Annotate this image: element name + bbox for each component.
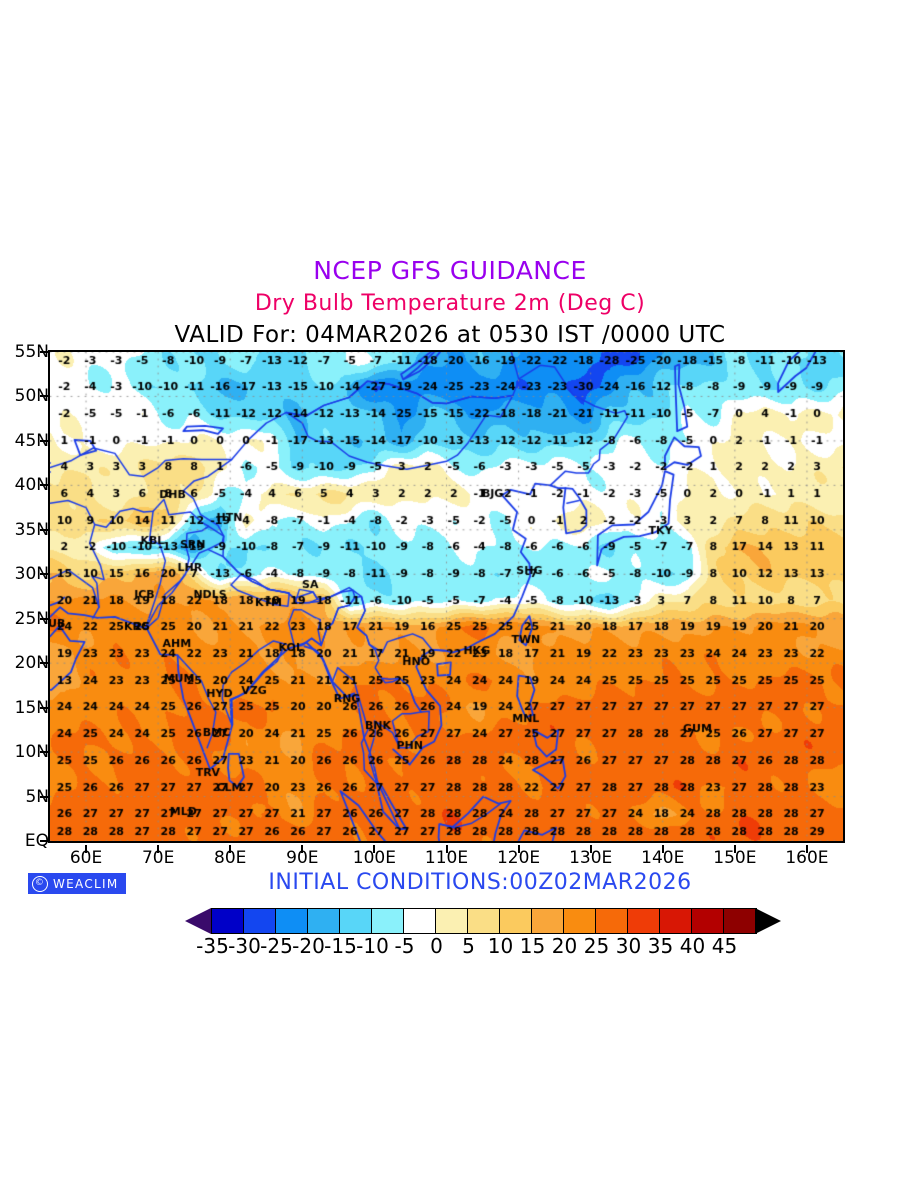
colorbar-tick-label: 25 bbox=[583, 934, 610, 958]
longitude-tick bbox=[661, 845, 664, 853]
longitude-tick bbox=[589, 845, 592, 853]
colorbar-cell bbox=[372, 909, 404, 933]
colorbar-cell bbox=[212, 909, 244, 933]
colorbar-tick-label: 35 bbox=[647, 934, 674, 958]
latitude-tick bbox=[40, 528, 48, 531]
colorbar-cell bbox=[596, 909, 628, 933]
initial-conditions-label: INITIAL CONDITIONS:00Z02MAR2026 bbox=[268, 870, 692, 895]
colorbar-tick-label: -5 bbox=[394, 934, 415, 958]
latitude-tick bbox=[40, 573, 48, 576]
colorbar-tick-label: 45 bbox=[711, 934, 738, 958]
colorbar-tick-label: -30 bbox=[228, 934, 261, 958]
longitude-tick bbox=[445, 845, 448, 853]
weaclim-logo: © WEACLIM bbox=[28, 873, 126, 894]
colorbar-tick-label: 30 bbox=[615, 934, 642, 958]
latitude-tick bbox=[40, 751, 48, 754]
colorbar-tick-label: 5 bbox=[462, 934, 475, 958]
longitude-tick bbox=[733, 845, 736, 853]
longitude-tick bbox=[301, 845, 304, 853]
page-subtitle: Dry Bulb Temperature 2m (Deg C) bbox=[254, 291, 646, 316]
colorbar-cell bbox=[436, 909, 468, 933]
page-title: NCEP GFS GUIDANCE bbox=[313, 256, 587, 285]
colorbar-tick-label: 40 bbox=[679, 934, 706, 958]
longitude-tick-label: 110E bbox=[424, 848, 469, 868]
latitude-tick-label: 40N bbox=[14, 475, 49, 496]
longitude-tick bbox=[157, 845, 160, 853]
longitude-tick-label: 90E bbox=[286, 848, 319, 868]
latitude-tick-label: 30N bbox=[14, 564, 49, 585]
colorbar-tick-label: 20 bbox=[551, 934, 578, 958]
longitude-tick-label: 120E bbox=[496, 848, 541, 868]
colorbar-tick-label: 0 bbox=[430, 934, 443, 958]
latitude-tick-label: 10N bbox=[14, 742, 49, 763]
longitude-tick-label: 70E bbox=[141, 848, 175, 868]
colorbar-cell bbox=[244, 909, 276, 933]
latitude-tick-label: 5N bbox=[25, 786, 49, 807]
colorbar-over-arrow bbox=[755, 908, 781, 934]
valid-time-label: VALID For: 04MAR2026 at 0530 IST /0000 U… bbox=[174, 322, 726, 348]
latitude-tick bbox=[40, 662, 48, 665]
latitude-tick-label: 35N bbox=[14, 519, 49, 540]
colorbar-cell bbox=[468, 909, 500, 933]
latitude-tick bbox=[40, 840, 48, 842]
colorbar-cell bbox=[308, 909, 340, 933]
colorbar-cell bbox=[276, 909, 308, 933]
latitude-tick bbox=[40, 795, 48, 798]
longitude-tick bbox=[373, 845, 376, 853]
colorbar-cell bbox=[564, 909, 596, 933]
latitude-tick bbox=[40, 395, 48, 398]
latitude-tick-label: EQ bbox=[24, 831, 49, 851]
longitude-tick-label: 60E bbox=[69, 848, 103, 868]
longitude-tick bbox=[229, 845, 232, 853]
longitude-tick bbox=[517, 845, 520, 853]
colorbar-cell bbox=[692, 909, 724, 933]
latitude-tick-label: 15N bbox=[14, 697, 49, 718]
latitude-tick-label: 20N bbox=[14, 653, 49, 674]
longitude-tick-label: 130E bbox=[569, 848, 613, 868]
colorbar-tick-label: 15 bbox=[519, 934, 546, 958]
colorbar-tick-label: -35 bbox=[196, 934, 229, 958]
colorbar-cell bbox=[404, 909, 436, 933]
latitude-tick-label: 50N bbox=[14, 386, 49, 407]
latitude-tick bbox=[40, 617, 48, 620]
colorbar: -35 -30 -25 -20 -15 -10 -5 0 5 10 15 20 25 30 35 40 45 bbox=[0, 908, 900, 958]
latitude-tick bbox=[40, 484, 48, 487]
longitude-tick bbox=[85, 845, 88, 853]
colorbar-tick-label: 10 bbox=[487, 934, 514, 958]
colorbar-cell bbox=[532, 909, 564, 933]
latitude-tick bbox=[40, 439, 48, 442]
colorbar-tick-label: -25 bbox=[260, 934, 293, 958]
colorbar-under-arrow bbox=[185, 908, 211, 934]
latitude-tick-label: 55N bbox=[14, 342, 49, 362]
colorbar-cell bbox=[500, 909, 532, 933]
longitude-tick-label: 160E bbox=[785, 848, 829, 868]
colorbar-cells bbox=[211, 908, 757, 934]
map-plot-area bbox=[48, 350, 845, 843]
latitude-tick-label: 45N bbox=[14, 430, 49, 451]
temperature-heatmap bbox=[50, 352, 843, 841]
colorbar-tick-label: -10 bbox=[356, 934, 389, 958]
colorbar-tick-label: -20 bbox=[292, 934, 325, 958]
colorbar-tick-label: -15 bbox=[324, 934, 357, 958]
weaclim-logo-text: WEACLIM bbox=[53, 876, 119, 891]
longitude-tick bbox=[805, 845, 808, 853]
longitude-tick-label: 100E bbox=[352, 848, 396, 868]
colorbar-cell bbox=[660, 909, 692, 933]
longitude-tick-label: 80E bbox=[214, 848, 247, 868]
longitude-tick-label: 150E bbox=[713, 848, 757, 868]
latitude-tick bbox=[40, 351, 48, 353]
colorbar-cell bbox=[340, 909, 372, 933]
latitude-tick-label: 25N bbox=[14, 608, 49, 629]
colorbar-cell bbox=[628, 909, 660, 933]
longitude-tick-label: 140E bbox=[641, 848, 685, 868]
colorbar-cell bbox=[724, 909, 756, 933]
copyright-icon: © bbox=[32, 875, 48, 892]
latitude-tick bbox=[40, 706, 48, 709]
